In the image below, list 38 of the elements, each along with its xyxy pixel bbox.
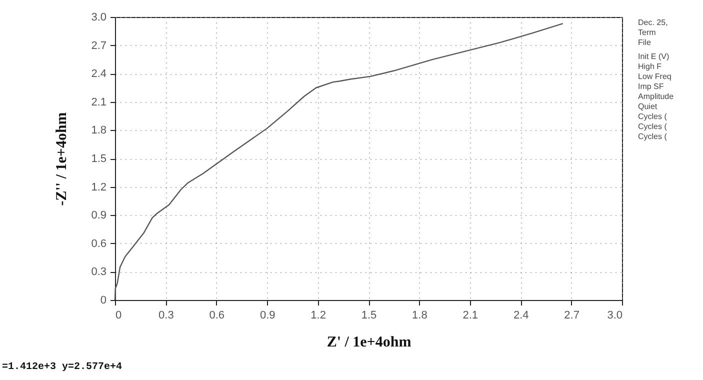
y-tick-label: 1.5	[91, 153, 106, 165]
text: Quiet	[638, 102, 658, 112]
text: Cycles (	[638, 112, 668, 122]
line-series	[114, 23, 564, 301]
y-tick-label: 2.4	[91, 68, 106, 80]
text: Init E (V)	[638, 52, 670, 62]
x-tick-label: 2.1	[462, 310, 478, 322]
y-tick-label: 1.8	[91, 124, 106, 137]
text: Cycles (	[638, 132, 668, 142]
x-tick-label: 2.4	[513, 310, 529, 322]
y-tick-label: 3.0	[91, 12, 106, 24]
text: Cycles (	[638, 122, 668, 132]
x-tick-label: 3.0	[607, 310, 622, 322]
x-tick-label: 2.7	[564, 310, 580, 322]
y-tick-label: 2.7	[91, 40, 106, 52]
y-axis-title: -Z'' / 1e+4ohm	[54, 112, 70, 206]
text: Low Freq	[638, 72, 672, 82]
text: Imp SF	[638, 82, 665, 92]
text: Dec. 25,	[638, 18, 669, 28]
x-tick-label: 0	[116, 310, 122, 322]
text: File	[638, 38, 652, 48]
text: Term	[638, 28, 657, 38]
x-tick-label: 0.6	[209, 310, 225, 322]
x-tick-label: 1.2	[310, 310, 326, 322]
text: High F	[638, 62, 663, 72]
y-tick-label: 0.6	[91, 238, 106, 250]
text: =1.412e+3 y=2.577e+4	[2, 362, 122, 373]
text: Amplitude	[638, 92, 674, 102]
x-tick-label: 0.3	[158, 310, 174, 322]
x-tick-label: 0.9	[260, 310, 276, 322]
y-tick-label: 2.1	[91, 96, 106, 108]
x-tick-label: 1.5	[361, 310, 377, 322]
x-tick-label: 1.8	[412, 310, 428, 322]
y-tick-label: 1.2	[91, 181, 106, 194]
y-tick-label: 0	[100, 294, 106, 306]
x-axis-title: Z' / 1e+4ohm	[326, 334, 412, 350]
y-tick-label: 0.9	[91, 210, 106, 222]
y-tick-label: 0.3	[91, 266, 106, 278]
